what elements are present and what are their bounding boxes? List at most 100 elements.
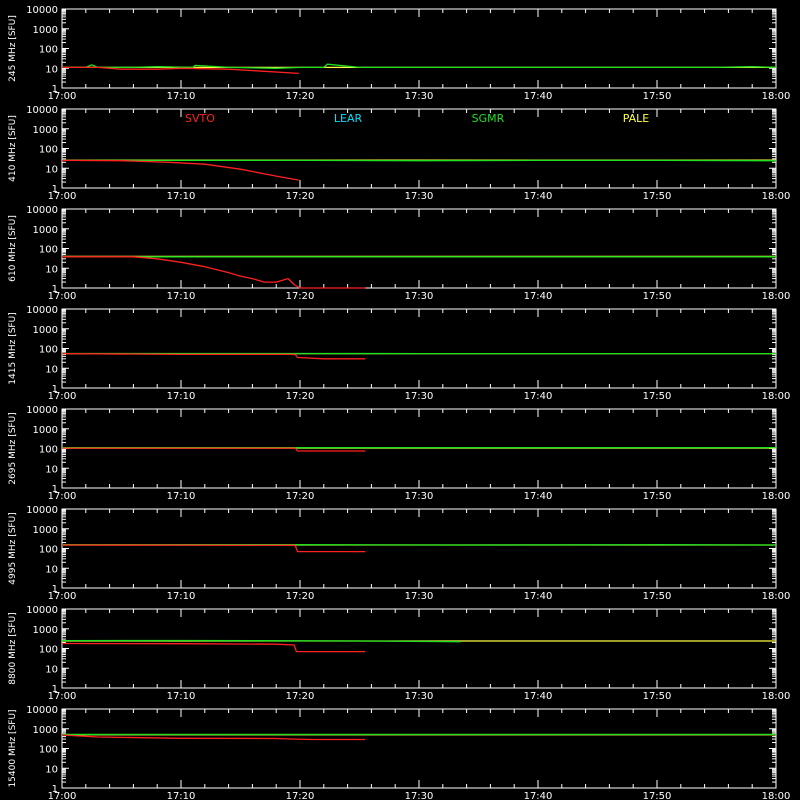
x-tick-label: 17:50 xyxy=(643,591,672,602)
series-line-svto xyxy=(62,256,366,289)
x-tick-label: 17:10 xyxy=(167,691,196,702)
y-axis-label: 610 MHz [SFU] xyxy=(8,215,18,282)
x-tick-label: 17:00 xyxy=(48,191,77,202)
y-tick-label: 1000 xyxy=(33,725,58,736)
y-tick-label: 1 xyxy=(52,284,58,295)
plot-frame xyxy=(61,208,777,289)
x-tick-label: 17:30 xyxy=(405,391,434,402)
y-tick-label: 100 xyxy=(39,645,58,656)
x-tick-label: 17:20 xyxy=(286,791,315,800)
y-tick-label: 10 xyxy=(45,764,58,775)
y-axis-label: 2695 MHz [SFU] xyxy=(8,412,18,484)
y-tick-label: 10 xyxy=(45,664,58,675)
x-tick-label: 17:50 xyxy=(643,191,672,202)
x-tick-label: 17:50 xyxy=(643,491,672,502)
x-tick-label: 17:40 xyxy=(524,291,553,302)
legend-pale: PALE xyxy=(623,112,650,125)
y-tick-label: 10 xyxy=(45,464,58,475)
plot-frame xyxy=(61,8,777,89)
x-tick-label: 17:20 xyxy=(286,591,315,602)
x-tick-label: 18:00 xyxy=(762,491,791,502)
y-tick-label: 10000 xyxy=(26,305,58,316)
series-line-svto xyxy=(62,66,299,75)
plot-frame xyxy=(61,508,777,589)
x-tick-label: 17:40 xyxy=(524,591,553,602)
x-tick-label: 18:00 xyxy=(762,91,791,102)
x-tick-label: 17:00 xyxy=(48,791,77,800)
legend-svto: SVTO xyxy=(185,112,215,125)
y-tick-label: 10 xyxy=(45,564,58,575)
y-tick-label: 100 xyxy=(39,345,58,356)
legend-lear: LEAR xyxy=(334,112,363,125)
x-tick-label: 18:00 xyxy=(762,691,791,702)
y-tick-label: 10 xyxy=(45,264,58,275)
x-tick-label: 17:40 xyxy=(524,391,553,402)
y-tick-label: 1000 xyxy=(33,325,58,336)
x-tick-label: 17:10 xyxy=(167,191,196,202)
x-tick-label: 17:00 xyxy=(48,491,77,502)
x-tick-label: 17:40 xyxy=(524,191,553,202)
y-tick-label: 10000 xyxy=(26,405,58,416)
x-tick-label: 17:20 xyxy=(286,191,315,202)
x-tick-label: 17:50 xyxy=(643,91,672,102)
frequency-panel: 1 10 100 1000 10000 17:00 17:10 17:20 17:30 17:40… xyxy=(8,605,791,702)
y-tick-label: 1000 xyxy=(33,525,58,536)
x-tick-label: 17:10 xyxy=(167,491,196,502)
x-tick-label: 17:00 xyxy=(48,291,77,302)
y-tick-label: 1000 xyxy=(33,625,58,636)
x-tick-label: 17:40 xyxy=(524,691,553,702)
frequency-panel: 1 10 100 1000 10000 17:00 17:10 17:20 17:30 17:40… xyxy=(8,205,790,302)
x-tick-label: 17:10 xyxy=(167,91,196,102)
series-line-svto xyxy=(61,734,366,741)
x-tick-label: 17:40 xyxy=(524,91,553,102)
series-line-svto xyxy=(61,642,366,653)
y-tick-label: 10 xyxy=(45,64,58,75)
y-tick-label: 10000 xyxy=(26,605,58,616)
x-tick-label: 17:50 xyxy=(643,291,672,302)
x-tick-label: 17:20 xyxy=(286,691,315,702)
x-tick-label: 18:00 xyxy=(762,391,791,402)
y-tick-label: 10 xyxy=(45,364,58,375)
x-tick-label: 17:30 xyxy=(405,491,434,502)
plot-frame xyxy=(61,608,777,689)
y-axis-label: 8800 MHz [SFU] xyxy=(8,612,18,684)
y-tick-label: 100 xyxy=(39,245,58,256)
series-line-sgmr xyxy=(61,639,461,643)
y-axis-label: 410 MHz [SFU] xyxy=(8,115,18,182)
x-tick-label: 18:00 xyxy=(762,191,791,202)
series-line-svto xyxy=(62,447,366,452)
y-tick-label: 10000 xyxy=(26,205,58,216)
x-tick-label: 17:10 xyxy=(167,591,196,602)
y-tick-label: 10000 xyxy=(26,105,58,116)
y-tick-label: 1000 xyxy=(33,125,58,136)
y-axis-label: 15400 MHz [SFU] xyxy=(8,709,18,787)
y-tick-label: 10000 xyxy=(26,5,58,16)
frequency-panel: 1 10 100 1000 10000 17:00 17:10 17:20 17:30 17:40… xyxy=(8,505,790,602)
series-line-svto xyxy=(61,159,299,181)
series-line-svto xyxy=(61,352,366,360)
y-tick-label: 100 xyxy=(39,745,58,756)
plot-frame xyxy=(61,108,777,189)
x-tick-label: 17:10 xyxy=(167,791,196,800)
y-tick-label: 1 xyxy=(52,84,58,95)
x-tick-label: 17:20 xyxy=(286,391,315,402)
y-tick-label: 100 xyxy=(39,45,58,56)
x-tick-label: 17:30 xyxy=(405,91,434,102)
plot-frame xyxy=(61,708,777,789)
x-tick-label: 17:20 xyxy=(286,491,315,502)
legend-sgmr: SGMR xyxy=(472,112,505,125)
x-tick-label: 17:30 xyxy=(405,691,434,702)
x-tick-label: 17:40 xyxy=(524,791,553,800)
y-tick-label: 100 xyxy=(39,545,58,556)
y-tick-label: 1000 xyxy=(33,225,58,236)
frequency-panel: 1 10 100 1000 10000 17:00 17:10 17:20 17:30 17:40… xyxy=(8,105,791,202)
x-tick-label: 17:00 xyxy=(48,91,77,102)
frequency-panel: 1 10 100 1000 10000 17:00 17:10 17:20 17:30 17:40… xyxy=(8,405,791,502)
x-tick-label: 17:00 xyxy=(48,691,77,702)
y-tick-label: 100 xyxy=(39,445,58,456)
x-tick-label: 17:30 xyxy=(405,291,434,302)
x-tick-label: 17:50 xyxy=(643,791,672,800)
x-tick-label: 17:00 xyxy=(48,591,77,602)
y-tick-label: 1 xyxy=(52,584,58,595)
